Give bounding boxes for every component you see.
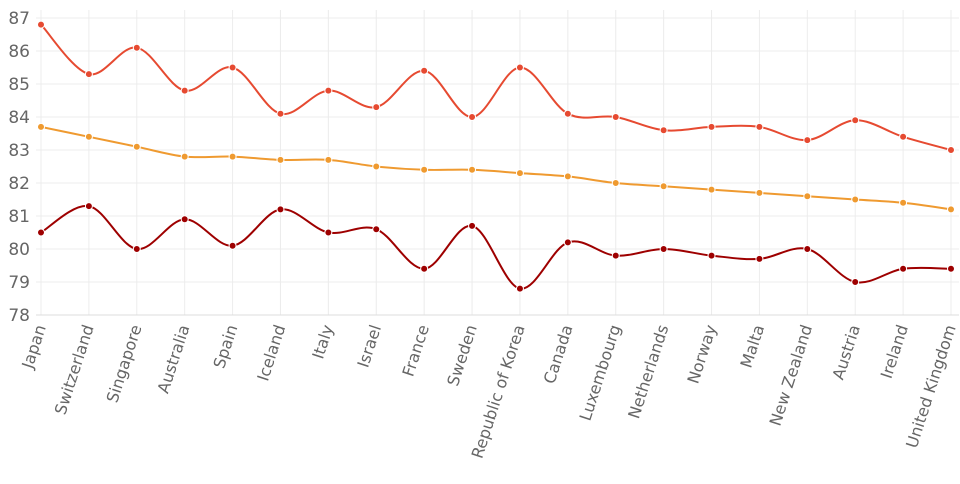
data-point[interactable] (84, 202, 93, 211)
data-point[interactable] (132, 142, 141, 151)
data-point[interactable] (37, 122, 45, 131)
y-tick-label: 86 (8, 42, 30, 62)
data-point[interactable] (132, 43, 141, 52)
x-tick-label: United Kingdom (902, 322, 960, 450)
data-point[interactable] (755, 122, 764, 131)
data-point[interactable] (180, 86, 189, 95)
data-point[interactable] (803, 136, 812, 145)
data-point[interactable] (276, 205, 285, 214)
data-point[interactable] (755, 188, 764, 197)
data-point[interactable] (180, 215, 189, 224)
data-point[interactable] (420, 165, 429, 174)
data-point[interactable] (515, 284, 524, 293)
data-point[interactable] (659, 245, 668, 253)
series-line-0 (40, 23, 952, 151)
x-tick-label: Norway (684, 322, 721, 386)
data-point[interactable] (132, 245, 141, 253)
x-tick-label: Ireland (877, 322, 912, 381)
y-tick-label: 78 (8, 306, 30, 326)
data-point[interactable] (659, 182, 668, 191)
data-point[interactable] (372, 103, 381, 112)
data-point[interactable] (611, 179, 620, 187)
data-point[interactable] (611, 113, 620, 121)
data-point[interactable] (803, 245, 812, 253)
data-point[interactable] (515, 63, 524, 72)
data-point[interactable] (372, 225, 381, 234)
data-point[interactable] (420, 66, 429, 75)
data-point[interactable] (515, 169, 524, 178)
data-point[interactable] (563, 172, 572, 181)
x-tick-label: New Zealand (766, 322, 817, 428)
data-point[interactable] (947, 146, 955, 154)
data-point[interactable] (899, 198, 908, 207)
y-tick-label: 85 (8, 75, 30, 95)
data-point[interactable] (37, 228, 45, 237)
data-point[interactable] (755, 254, 764, 263)
data-point[interactable] (851, 116, 860, 125)
series-group (37, 20, 955, 293)
y-tick-label: 83 (8, 141, 30, 161)
x-tick-label: Austria (828, 322, 864, 382)
data-point[interactable] (37, 20, 45, 29)
data-point[interactable] (899, 132, 908, 141)
data-point[interactable] (468, 221, 477, 230)
x-tick-label: Japan (18, 322, 50, 371)
data-point[interactable] (276, 155, 285, 164)
data-point[interactable] (324, 228, 333, 237)
x-tick-label: Switzerland (51, 322, 98, 417)
x-tick-label: Luxembourg (576, 322, 625, 423)
x-tick-label: Malta (737, 322, 769, 370)
data-point[interactable] (228, 241, 237, 250)
x-tick-label: Iceland (253, 322, 289, 383)
data-point[interactable] (563, 238, 572, 247)
y-tick-label: 80 (8, 240, 30, 260)
y-axis: 78 79 80 81 82 83 84 85 86 87 (8, 9, 30, 326)
y-tick-label: 81 (8, 207, 30, 227)
data-point[interactable] (84, 132, 93, 141)
x-tick-label: Australia (154, 322, 194, 395)
x-tick-label: Singapore (103, 322, 146, 405)
x-tick-label: Canada (540, 322, 577, 386)
data-point[interactable] (659, 126, 668, 135)
data-point[interactable] (324, 155, 333, 164)
series-line-1 (40, 125, 952, 211)
data-point[interactable] (468, 113, 477, 121)
x-tick-label: Republic of Korea (468, 322, 529, 460)
x-tick-label: Sweden (443, 322, 481, 388)
data-point[interactable] (420, 264, 429, 273)
x-tick-label: Israel (353, 322, 385, 369)
data-point[interactable] (707, 251, 716, 260)
data-point[interactable] (324, 86, 333, 95)
data-point[interactable] (947, 205, 955, 214)
y-tick-label: 87 (8, 9, 30, 29)
data-point[interactable] (851, 278, 860, 286)
series-line-2 (40, 205, 952, 290)
data-point[interactable] (228, 152, 237, 161)
data-point[interactable] (899, 264, 908, 273)
y-tick-label: 84 (8, 108, 30, 128)
data-point[interactable] (180, 152, 189, 161)
data-point[interactable] (803, 192, 812, 201)
data-point[interactable] (851, 195, 860, 204)
data-point[interactable] (947, 264, 955, 273)
x-tick-label: Italy (308, 322, 337, 361)
y-tick-label: 82 (8, 174, 30, 194)
x-tick-label: Spain (209, 322, 241, 370)
x-tick-label: Netherlands (624, 322, 672, 421)
data-point[interactable] (84, 70, 93, 79)
data-point[interactable] (611, 251, 620, 260)
data-point[interactable] (228, 63, 237, 72)
data-point[interactable] (707, 122, 716, 131)
data-point[interactable] (707, 185, 716, 194)
data-point[interactable] (276, 109, 285, 118)
x-tick-label: France (398, 322, 433, 378)
grid (36, 10, 959, 316)
data-point[interactable] (372, 162, 381, 171)
x-axis: Japan Switzerland Singapore Australia Spain I… (18, 322, 960, 460)
data-point[interactable] (563, 109, 572, 118)
data-point[interactable] (468, 165, 477, 174)
y-tick-label: 79 (8, 273, 30, 293)
